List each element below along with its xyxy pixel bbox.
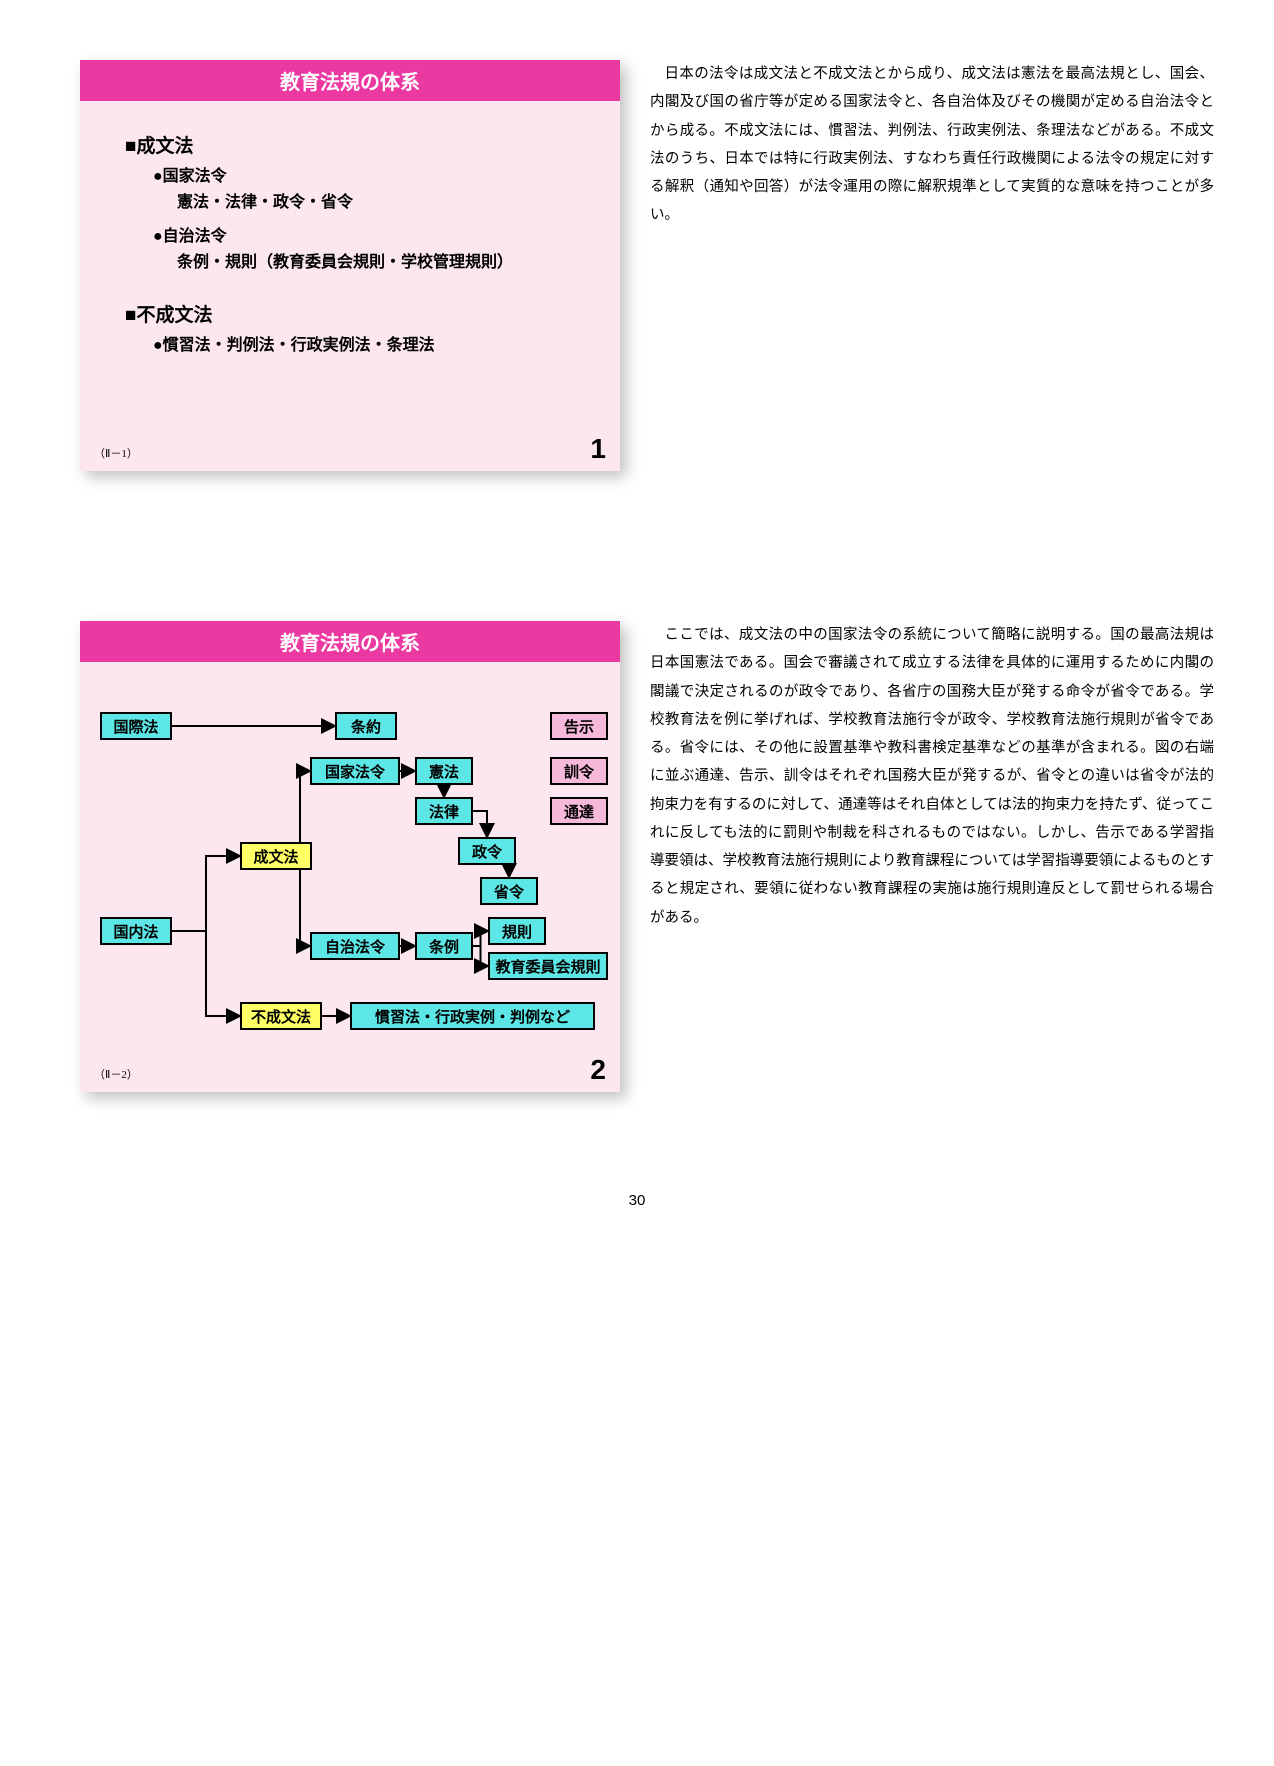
slide-2-body: （Ⅱ－2） 2 国際法 条約国内法 成文法不成文法 国家法令憲法法律政令省令自治法令条…: [80, 662, 620, 1092]
s1-d1: 憲法・法律・政令・省令: [177, 188, 600, 212]
node-jichi: 自治法令: [310, 932, 400, 960]
node-tsutatsu: 通達: [550, 797, 608, 825]
node-seibun: 成文法: [240, 842, 312, 870]
row-2: 教育法規の体系 （Ⅱ－2） 2 国際法 条約国内法 成文法不成文法 国家法令憲法法律政…: [0, 621, 1274, 1092]
para-2: ここでは、成文法の中の国家法令の系統について簡略に説明する。国の最高法規は日本国…: [650, 621, 1214, 932]
slide-2-ref: （Ⅱ－2）: [94, 1066, 138, 1082]
slide-1-body: ■成文法 ●国家法令 憲法・法律・政令・省令 ●自治法令 条例・規則（教育委員会…: [80, 101, 620, 471]
edge-kokunai-seibun: [172, 856, 240, 931]
s1-h1: ■成文法: [125, 131, 600, 158]
node-kokuji: 告示: [550, 712, 608, 740]
node-kyoiku: 教育委員会規則: [488, 952, 608, 980]
edge-jorei-kisoku: [473, 931, 488, 946]
slide-1-num: 1: [590, 433, 606, 465]
edge-jorei-kyoiku: [473, 946, 488, 966]
s1-d2: 条例・規則（教育委員会規則・学校管理規則）: [177, 248, 600, 272]
node-shorei: 省令: [480, 877, 538, 905]
s1-b2: ●自治法令: [153, 222, 600, 246]
node-kunrei: 訓令: [550, 757, 608, 785]
node-jorei: 条例: [415, 932, 473, 960]
slide-2: 教育法規の体系 （Ⅱ－2） 2 国際法 条約国内法 成文法不成文法 国家法令憲法法律政…: [80, 621, 620, 1092]
node-kokusai: 国際法: [100, 712, 172, 740]
edge-horitsu-seirei: [473, 811, 487, 837]
slide-1-title: 教育法規の体系: [80, 60, 620, 101]
slide-2-num: 2: [590, 1054, 606, 1086]
node-kokka: 国家法令: [310, 757, 400, 785]
page-number: 30: [0, 1192, 1274, 1209]
row-1: 教育法規の体系 ■成文法 ●国家法令 憲法・法律・政令・省令 ●自治法令 条例・…: [0, 60, 1274, 471]
node-kisoku: 規則: [488, 917, 546, 945]
para-1: 日本の法令は成文法と不成文法とから成り、成文法は憲法を最高法規とし、国会、内閣及…: [650, 60, 1214, 230]
slide-1-ref: （Ⅱ－1）: [94, 445, 138, 461]
s1-h2: ■不成文法: [125, 300, 600, 327]
node-seirei: 政令: [458, 837, 516, 865]
edge-kokunai-fuseibun: [172, 931, 240, 1016]
node-kanshu: 慣習法・行政実例・判例など: [350, 1002, 595, 1030]
node-fuseibun: 不成文法: [240, 1002, 322, 1030]
node-horitsu: 法律: [415, 797, 473, 825]
sidetext-1: 日本の法令は成文法と不成文法とから成り、成文法は憲法を最高法規とし、国会、内閣及…: [650, 60, 1214, 230]
node-kenpo: 憲法: [415, 757, 473, 785]
slide-2-title: 教育法規の体系: [80, 621, 620, 662]
node-joyaku: 条約: [335, 712, 397, 740]
s1-b1: ●国家法令: [153, 162, 600, 186]
node-kokunai: 国内法: [100, 917, 172, 945]
s1-b3: ●慣習法・判例法・行政実例法・条理法: [153, 331, 600, 355]
sidetext-2: ここでは、成文法の中の国家法令の系統について簡略に説明する。国の最高法規は日本国…: [650, 621, 1214, 932]
slide-1: 教育法規の体系 ■成文法 ●国家法令 憲法・法律・政令・省令 ●自治法令 条例・…: [80, 60, 620, 471]
